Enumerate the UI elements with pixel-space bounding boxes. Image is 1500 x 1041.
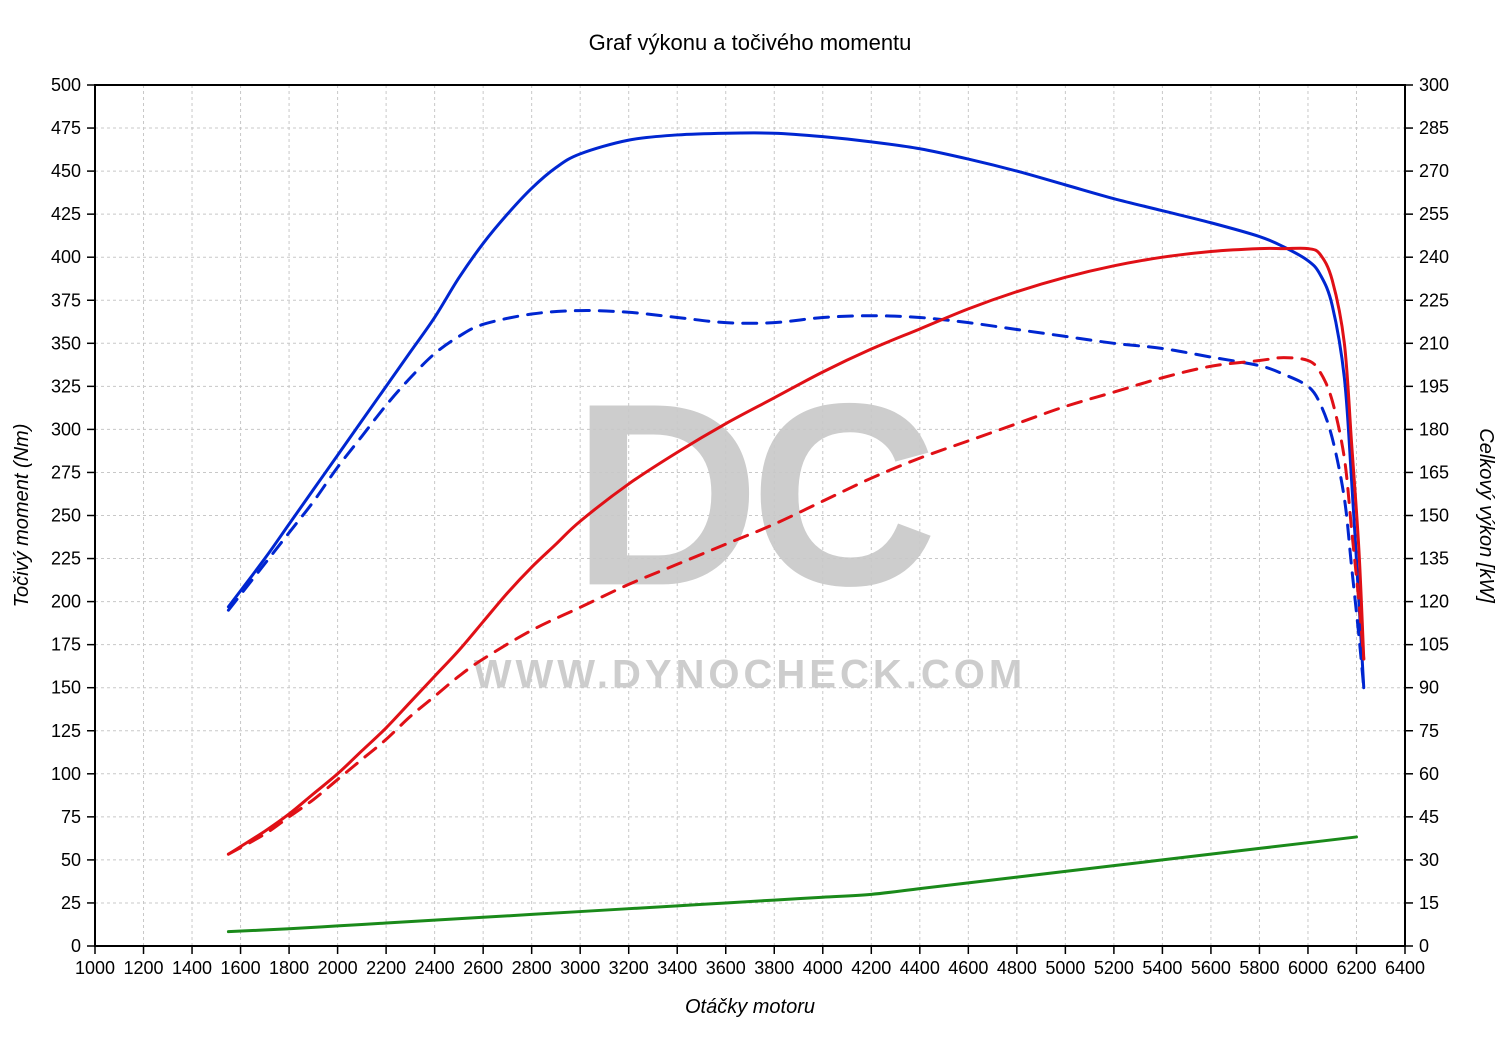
svg-text:75: 75 — [61, 807, 81, 827]
svg-text:1000: 1000 — [75, 958, 115, 978]
svg-text:15: 15 — [1419, 893, 1439, 913]
svg-text:2800: 2800 — [512, 958, 552, 978]
svg-text:150: 150 — [1419, 506, 1449, 526]
svg-text:1600: 1600 — [221, 958, 261, 978]
svg-text:1800: 1800 — [269, 958, 309, 978]
svg-text:2200: 2200 — [366, 958, 406, 978]
dyno-chart-container: DCWWW.DYNOCHECK.COM100012001400160018002… — [0, 0, 1500, 1041]
svg-text:4600: 4600 — [948, 958, 988, 978]
svg-text:300: 300 — [51, 419, 81, 439]
svg-text:270: 270 — [1419, 161, 1449, 181]
svg-text:60: 60 — [1419, 764, 1439, 784]
svg-text:DC: DC — [572, 350, 933, 640]
svg-text:500: 500 — [51, 75, 81, 95]
svg-text:3600: 3600 — [706, 958, 746, 978]
x-axis-label: Otáčky motoru — [685, 996, 815, 1018]
svg-text:6200: 6200 — [1336, 958, 1376, 978]
svg-text:250: 250 — [51, 506, 81, 526]
svg-text:6000: 6000 — [1288, 958, 1328, 978]
svg-text:475: 475 — [51, 118, 81, 138]
svg-text:275: 275 — [51, 462, 81, 482]
svg-text:195: 195 — [1419, 376, 1449, 396]
svg-text:255: 255 — [1419, 204, 1449, 224]
svg-text:4000: 4000 — [803, 958, 843, 978]
svg-text:90: 90 — [1419, 678, 1439, 698]
svg-text:3400: 3400 — [657, 958, 697, 978]
svg-text:5800: 5800 — [1239, 958, 1279, 978]
svg-text:0: 0 — [71, 936, 81, 956]
svg-text:200: 200 — [51, 592, 81, 612]
svg-text:300: 300 — [1419, 75, 1449, 95]
y-axis-left-label: Točivý moment (Nm) — [11, 424, 33, 608]
svg-text:135: 135 — [1419, 549, 1449, 569]
svg-text:325: 325 — [51, 376, 81, 396]
svg-text:1200: 1200 — [123, 958, 163, 978]
svg-text:4800: 4800 — [997, 958, 1037, 978]
svg-text:120: 120 — [1419, 592, 1449, 612]
svg-text:50: 50 — [61, 850, 81, 870]
svg-text:125: 125 — [51, 721, 81, 741]
svg-text:240: 240 — [1419, 247, 1449, 267]
svg-text:3000: 3000 — [560, 958, 600, 978]
svg-text:425: 425 — [51, 204, 81, 224]
svg-text:3800: 3800 — [754, 958, 794, 978]
svg-text:285: 285 — [1419, 118, 1449, 138]
svg-text:180: 180 — [1419, 419, 1449, 439]
y-axis-right-label: Celkový výkon [kW] — [1475, 428, 1497, 603]
svg-text:3200: 3200 — [609, 958, 649, 978]
svg-text:4400: 4400 — [900, 958, 940, 978]
svg-text:5600: 5600 — [1191, 958, 1231, 978]
svg-text:1400: 1400 — [172, 958, 212, 978]
svg-text:4200: 4200 — [851, 958, 891, 978]
svg-text:30: 30 — [1419, 850, 1439, 870]
svg-text:6400: 6400 — [1385, 958, 1425, 978]
svg-text:5400: 5400 — [1142, 958, 1182, 978]
dyno-chart-svg: DCWWW.DYNOCHECK.COM100012001400160018002… — [0, 0, 1500, 1041]
svg-text:225: 225 — [51, 549, 81, 569]
svg-text:WWW.DYNOCHECK.COM: WWW.DYNOCHECK.COM — [474, 653, 1026, 697]
svg-text:105: 105 — [1419, 635, 1449, 655]
svg-text:2000: 2000 — [318, 958, 358, 978]
svg-text:165: 165 — [1419, 462, 1449, 482]
svg-text:225: 225 — [1419, 290, 1449, 310]
svg-text:150: 150 — [51, 678, 81, 698]
svg-text:350: 350 — [51, 333, 81, 353]
svg-text:45: 45 — [1419, 807, 1439, 827]
svg-text:5000: 5000 — [1045, 958, 1085, 978]
svg-text:375: 375 — [51, 290, 81, 310]
svg-text:450: 450 — [51, 161, 81, 181]
svg-text:2600: 2600 — [463, 958, 503, 978]
svg-text:25: 25 — [61, 893, 81, 913]
svg-text:5200: 5200 — [1094, 958, 1134, 978]
svg-text:400: 400 — [51, 247, 81, 267]
svg-text:75: 75 — [1419, 721, 1439, 741]
svg-text:175: 175 — [51, 635, 81, 655]
svg-text:2400: 2400 — [415, 958, 455, 978]
svg-text:0: 0 — [1419, 936, 1429, 956]
svg-text:100: 100 — [51, 764, 81, 784]
svg-text:210: 210 — [1419, 333, 1449, 353]
